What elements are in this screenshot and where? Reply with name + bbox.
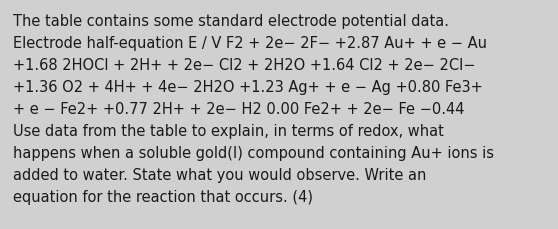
Text: +1.36 O2 + 4H+ + 4e− 2H2O +1.23 Ag+ + e − Ag +0.80 Fe3+: +1.36 O2 + 4H+ + 4e− 2H2O +1.23 Ag+ + e … <box>13 80 483 95</box>
Text: Use data from the table to explain, in terms of redox, what: Use data from the table to explain, in t… <box>13 123 444 138</box>
Text: added to water. State what you would observe. Write an: added to water. State what you would obs… <box>13 167 426 182</box>
Text: The table contains some standard electrode potential data.: The table contains some standard electro… <box>13 14 449 29</box>
Text: +1.68 2HOCl + 2H+ + 2e− Cl2 + 2H2O +1.64 Cl2 + 2e− 2Cl−: +1.68 2HOCl + 2H+ + 2e− Cl2 + 2H2O +1.64… <box>13 58 475 73</box>
Text: happens when a soluble gold(I) compound containing Au+ ions is: happens when a soluble gold(I) compound … <box>13 145 494 160</box>
Text: equation for the reaction that occurs. (4): equation for the reaction that occurs. (… <box>13 189 313 204</box>
Text: Electrode half-equation E / V F2 + 2e− 2F− +2.87 Au+ + e − Au: Electrode half-equation E / V F2 + 2e− 2… <box>13 36 487 51</box>
Text: + e − Fe2+ +0.77 2H+ + 2e− H2 0.00 Fe2+ + 2e− Fe −0.44: + e − Fe2+ +0.77 2H+ + 2e− H2 0.00 Fe2+ … <box>13 101 464 117</box>
